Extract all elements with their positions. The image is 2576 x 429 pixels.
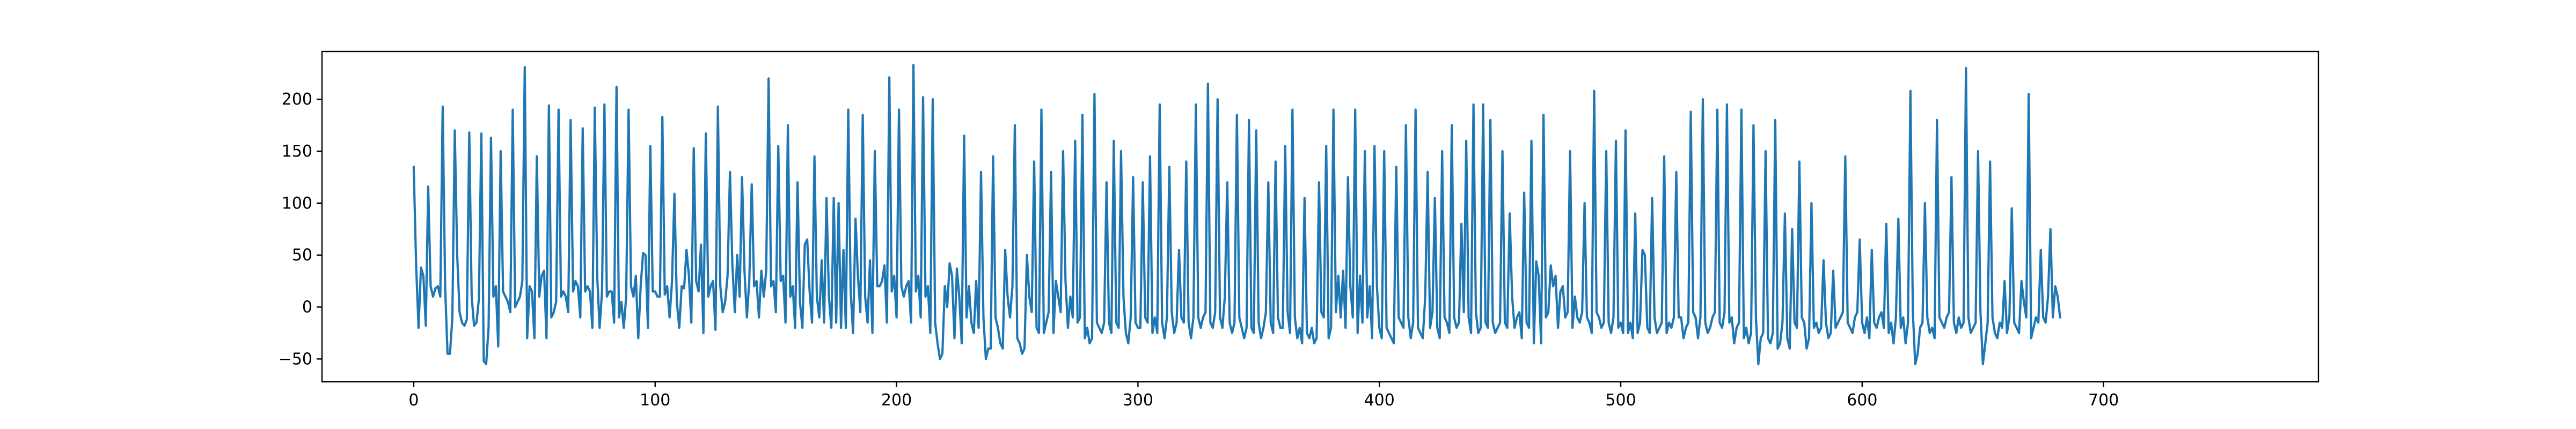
x-tick-label: 300: [1123, 391, 1153, 410]
x-axis: 0 100 200 300 400 500 600 700: [408, 382, 2119, 410]
x-tick-label: 100: [640, 391, 670, 410]
y-tick-label: 50: [292, 246, 312, 265]
series-layer: [412, 64, 2061, 366]
x-tick-label: 0: [408, 391, 419, 410]
x-tick-label: 500: [1605, 391, 1636, 410]
y-tick-label: 150: [282, 142, 312, 161]
y-tick-label: 200: [282, 90, 312, 109]
y-tick-label: −50: [279, 350, 312, 368]
y-axis: −50 0 50 100 150 200: [279, 90, 322, 368]
y-tick-label: 0: [302, 298, 312, 317]
axes-frame: [321, 50, 2319, 383]
x-tick-label: 400: [1364, 391, 1395, 410]
series-line-1: [412, 64, 2061, 366]
x-tick-label: 200: [881, 391, 912, 410]
y-tick-label: 100: [282, 194, 312, 213]
x-tick-label: 700: [2088, 391, 2119, 410]
x-tick-label: 600: [1847, 391, 1877, 410]
